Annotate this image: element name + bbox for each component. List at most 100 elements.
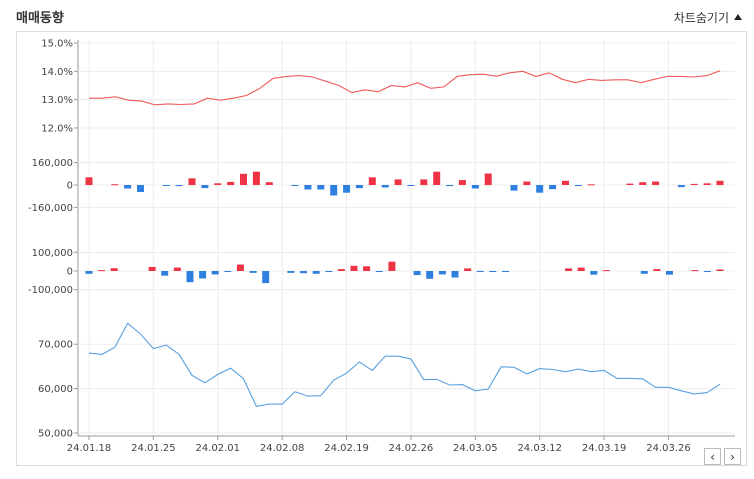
flow2-bar	[464, 268, 472, 271]
flow1-bar	[407, 185, 415, 186]
flow1-bar	[252, 171, 260, 185]
page-title: 매매동향	[16, 11, 64, 26]
flow2-bar	[325, 271, 333, 272]
hide-chart-toggle[interactable]: 차트숨기기	[674, 9, 742, 26]
next-page-button[interactable]: ›	[724, 448, 741, 465]
flow2-bar	[350, 265, 358, 271]
flow1-bar	[587, 184, 595, 186]
flow2-bar	[438, 271, 446, 275]
flow1-bar	[304, 185, 312, 190]
y-tick-label: 13.0%	[41, 95, 73, 106]
flow1-bar	[201, 185, 209, 189]
flow2-bar	[590, 271, 598, 275]
flow1-bar	[690, 183, 698, 185]
flow1-bar	[85, 177, 93, 185]
flow1-bar	[227, 181, 235, 185]
flow2-bar	[262, 271, 270, 284]
flow1-bar	[562, 180, 569, 185]
flow1-bar	[716, 180, 724, 185]
flow2-bar	[249, 271, 257, 273]
x-tick-label: 24.03.12	[517, 443, 562, 454]
flow2-bar	[287, 271, 295, 273]
prev-page-button[interactable]: ‹	[704, 448, 721, 465]
x-tick-label: 24.01.18	[67, 443, 112, 454]
x-tick-label: 24.01.25	[131, 443, 176, 454]
flow2-bar	[173, 267, 181, 271]
flow1-bar	[368, 177, 376, 185]
flow1-bar	[510, 185, 518, 191]
flow1-bar	[291, 185, 299, 186]
flow1-bar	[111, 184, 119, 186]
flow1-bar	[137, 185, 144, 192]
hide-chart-label: 차트숨기기	[673, 11, 729, 25]
flow2-bar	[148, 266, 156, 271]
flow1-bar	[677, 185, 685, 188]
y-tick-label: 15.0%	[41, 39, 73, 50]
flow2-bar	[300, 271, 307, 274]
flow1-bar	[639, 182, 647, 185]
flow2-bar	[85, 271, 93, 274]
y-tick-label: 0	[67, 181, 73, 192]
flow1-bar	[240, 173, 247, 185]
x-tick-label: 24.02.08	[260, 443, 305, 454]
flow1-bar	[317, 185, 325, 190]
flow1-bar	[162, 185, 170, 186]
flow1-bar	[355, 185, 363, 189]
flow2-bar	[236, 264, 244, 271]
flow1-bar	[703, 183, 711, 185]
triangle-up-icon	[734, 14, 742, 20]
y-tick-label: 50,000	[38, 429, 73, 440]
flow2-bar	[199, 271, 207, 279]
flow1-bar	[484, 173, 492, 185]
flow2-bar	[312, 271, 320, 274]
flow2-bar	[666, 271, 673, 275]
flow2-bar	[337, 269, 345, 271]
flow1-bar	[523, 181, 531, 185]
flow2-bar	[451, 271, 459, 278]
flow2-bar	[502, 271, 509, 272]
flow1-bar	[394, 179, 402, 185]
flow1-bar	[471, 185, 479, 189]
y-tick-label: 0	[67, 267, 73, 278]
flow1-bar	[214, 183, 222, 185]
flow1-bar	[175, 185, 183, 187]
y-tick-label: 12.0%	[41, 124, 73, 135]
price-line	[88, 322, 721, 408]
flow2-bar	[224, 271, 232, 272]
x-tick-label: 24.02.26	[389, 443, 434, 454]
flow2-bar	[703, 271, 711, 272]
flow2-bar	[375, 271, 383, 272]
flow1-bar	[626, 183, 634, 185]
flow2-bar	[476, 271, 484, 272]
y-tick-label: 160,000	[32, 158, 73, 169]
flow1-bar	[433, 171, 441, 185]
y-tick-label: -100,000	[28, 285, 73, 296]
x-tick-label: 24.02.01	[196, 443, 241, 454]
flow1-bar	[652, 181, 660, 185]
flow2-bar	[388, 261, 396, 271]
x-tick-label: 24.03.05	[453, 443, 498, 454]
flow2-bar	[640, 271, 648, 274]
flow2-bar	[577, 267, 585, 271]
flow1-bar	[124, 185, 132, 189]
flow2-bar	[565, 268, 573, 271]
flow2-bar	[691, 270, 699, 272]
rate-line	[89, 70, 721, 106]
flow1-bar	[536, 185, 544, 193]
y-tick-label: 60,000	[38, 384, 73, 395]
flow2-bar	[653, 269, 661, 271]
flow2-bar	[110, 268, 118, 271]
flow2-bar	[161, 271, 169, 276]
flow1-bar	[446, 185, 454, 187]
flow2-bar	[413, 271, 421, 276]
flow1-bar	[574, 185, 582, 186]
y-tick-label: 70,000	[38, 340, 73, 351]
y-tick-label: 14.0%	[41, 67, 73, 78]
flow2-bar	[98, 270, 106, 272]
flow1-bar	[330, 185, 338, 196]
flow2-bar	[602, 270, 610, 272]
flow2-bar	[489, 271, 497, 272]
flow1-bar	[188, 178, 196, 185]
flow2-bar	[186, 271, 194, 283]
